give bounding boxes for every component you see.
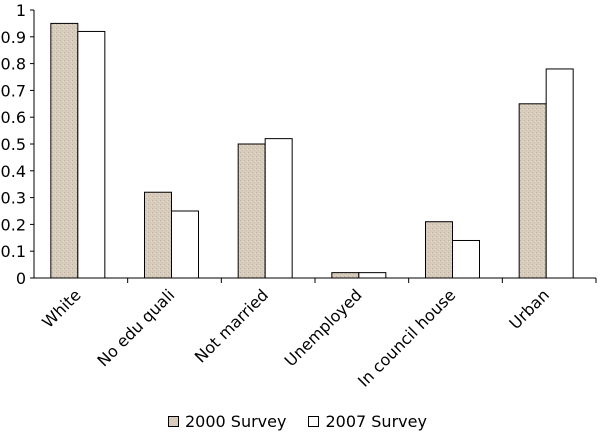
y-tick-label: 0.6: [1, 108, 26, 127]
y-tick-label: 0.2: [1, 215, 26, 234]
y-axis: 0 0.1 0.2 0.3 0.4 0.5 0.6 0.7 0.8 0.9 1: [1, 1, 35, 288]
legend-item-2000: 2000 Survey: [168, 412, 286, 431]
bars: [50, 22, 574, 279]
bar-2000-white: [50, 22, 79, 279]
legend-swatch-2000: [168, 415, 179, 427]
x-tick-label: Not married: [191, 285, 272, 366]
y-tick-label: 0.5: [1, 135, 26, 154]
bar-2000-urban: [518, 103, 547, 279]
bar-2007-unemployed: [358, 272, 387, 279]
x-axis: White No edu quali Not married UnemployedIn…: [34, 277, 597, 391]
legend-label-2000: 2000 Survey: [185, 411, 287, 431]
bar-2000-unemployed: [331, 272, 360, 279]
legend-label-2007: 2007 Survey: [325, 411, 427, 431]
y-tick-label: 0.1: [1, 242, 26, 261]
y-tick-label: 1: [16, 1, 26, 20]
y-tick-label: 0.8: [1, 55, 26, 74]
legend: 2000 Survey 2007 Survey: [168, 410, 449, 432]
x-tick-label: In council house: [354, 285, 459, 390]
bar-2000-not-married: [237, 143, 266, 279]
x-tick-label: No edu quali: [93, 285, 178, 370]
y-tick-label: 0.4: [1, 162, 26, 181]
bar-2000-no-edu-quali: [144, 191, 172, 279]
y-tick-label: 0.9: [1, 28, 26, 47]
bar-2007-no-edu-quali: [171, 210, 199, 279]
bar-2007-white: [77, 30, 106, 279]
y-tick-label: 0: [16, 269, 26, 288]
x-tick-label: Unemployed: [281, 285, 366, 370]
x-tick-label: White: [38, 285, 84, 331]
legend-item-2007: 2007 Survey: [308, 411, 427, 431]
bar-2007-urban: [545, 68, 574, 279]
bar-2007-in-council-house: [452, 239, 480, 279]
x-tick-label: Urban: [505, 285, 553, 333]
legend-swatch-2007: [308, 415, 320, 427]
y-tick-label: 0.3: [1, 189, 26, 208]
bar-2007-not-married: [264, 138, 293, 279]
y-tick-label: 0.7: [1, 81, 26, 100]
bar-2000-in-council-house: [425, 221, 453, 279]
